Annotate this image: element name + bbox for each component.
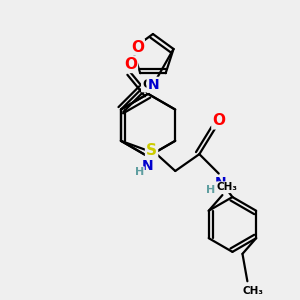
Text: S: S bbox=[146, 143, 157, 158]
Text: CH₃: CH₃ bbox=[243, 286, 264, 296]
Text: H: H bbox=[135, 167, 144, 177]
Text: O: O bbox=[131, 40, 144, 55]
Text: C: C bbox=[142, 78, 151, 91]
Text: N: N bbox=[215, 176, 226, 190]
Text: N: N bbox=[148, 78, 159, 92]
Text: O: O bbox=[124, 57, 137, 72]
Text: O: O bbox=[212, 113, 225, 128]
Text: N: N bbox=[142, 159, 154, 173]
Text: H: H bbox=[206, 185, 215, 195]
Text: CH₃: CH₃ bbox=[217, 182, 238, 192]
